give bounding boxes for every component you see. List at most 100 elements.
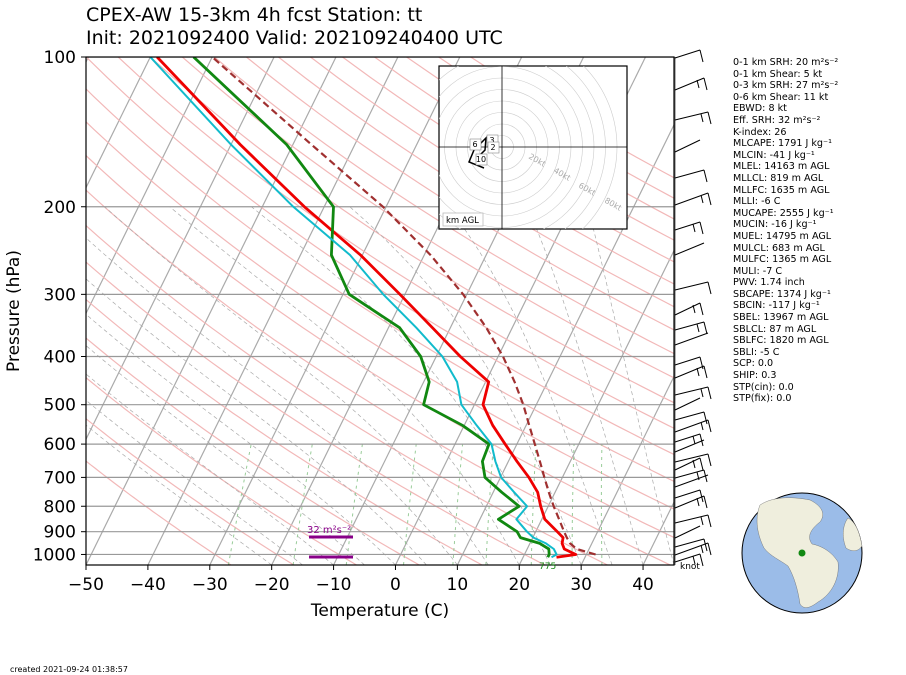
moist-adiabat [86, 373, 334, 565]
lcl-label: 775 [539, 562, 556, 572]
index-line: 0-6 km Shear: 11 kt [733, 91, 829, 103]
wind-barb [674, 514, 712, 528]
x-tick-label: −10 [316, 575, 352, 595]
y-tick-label: 100 [44, 48, 76, 68]
index-line: K-index: 26 [733, 126, 787, 138]
barb-unit-label: knot [680, 562, 700, 572]
index-line: Eff. SRH: 32 m²s⁻² [733, 114, 821, 126]
index-line: 0-1 km SRH: 20 m²s⁻² [733, 57, 839, 68]
wind-barb [674, 397, 701, 411]
dry-adiabat [86, 121, 674, 510]
x-tick-label: −20 [254, 575, 290, 595]
wind-barb [674, 538, 708, 552]
chart-title-line2: Init: 2021092400 Valid: 202109240400 UTC [86, 27, 503, 49]
index-line: 0-3 km SRH: 27 m²s⁻² [733, 80, 839, 92]
dry-adiabat [86, 460, 232, 565]
wind-barb [674, 356, 704, 370]
dry-adiabat [117, 57, 674, 429]
dry-adiabat [246, 57, 674, 331]
dry-adiabat [86, 224, 608, 565]
index-line: SHIP: 0.3 [733, 370, 777, 382]
index-line: STP(fix): 0.0 [733, 393, 792, 405]
dry-adiabat [149, 57, 674, 404]
wind-barb [674, 139, 701, 153]
x-tick-label: 20 [508, 575, 530, 595]
station-marker [798, 549, 806, 557]
isotherm-line [580, 375, 674, 565]
wind-barb [674, 542, 712, 556]
index-line: PWV: 1.74 inch [733, 277, 805, 289]
mixing-ratio-line [485, 444, 494, 565]
wind-barb [674, 365, 708, 379]
y-axis-label: Pressure (hPa) [4, 250, 24, 372]
index-line: 0-1 km Shear: 5 kt [733, 68, 823, 80]
index-line: MLLI: -6 C [733, 196, 781, 208]
moist-adiabat [526, 206, 644, 565]
mixing-ratio-line [403, 444, 417, 565]
index-line: SBCIN: -117 J kg⁻¹ [733, 300, 820, 312]
dry-adiabat [86, 57, 674, 456]
wind-barb [674, 411, 708, 425]
mixing-ratio-line [227, 444, 252, 565]
globe-land-americas [756, 497, 839, 608]
wind-barb [674, 457, 704, 471]
isotherm-line [86, 57, 151, 190]
hodograph-height-label: 2 [490, 143, 495, 152]
mixing-ratio-line [452, 444, 464, 565]
x-tick-label: −40 [130, 575, 166, 595]
wind-barb [674, 332, 709, 346]
moist-adiabat [251, 206, 551, 565]
effective-srh-label: 32 m²s⁻² [307, 525, 351, 536]
isotherm-line [518, 249, 674, 565]
x-tick-label: 0 [390, 575, 401, 595]
dry-adiabat [86, 417, 295, 565]
index-line: MUCIN: -16 J kg⁻¹ [733, 219, 817, 231]
created-timestamp: created 2021-09-24 01:38:57 [10, 665, 128, 674]
x-tick-label: −30 [192, 575, 228, 595]
wind-barb [674, 433, 704, 447]
moist-adiabat [349, 206, 582, 565]
dry-adiabat [86, 298, 483, 565]
wind-barb [674, 302, 704, 316]
hodograph-height-box [475, 153, 488, 166]
index-line: SBLI: -5 C [733, 346, 780, 358]
hodograph-legend-label: km AGL [446, 216, 479, 226]
x-tick-label: 40 [632, 575, 654, 595]
x-tick-label: 30 [570, 575, 592, 595]
wind-barb [674, 77, 708, 91]
wind-barb [674, 474, 709, 488]
wind-barb [674, 281, 712, 295]
index-line: MULFC: 1365 m AGL [733, 254, 832, 266]
dry-adiabat [86, 88, 674, 483]
isotherm-line [86, 57, 337, 565]
wind-barb [674, 495, 708, 509]
dewpoint-profile [192, 57, 551, 558]
index-line: STP(cin): 0.0 [733, 381, 794, 393]
index-line: SBLCL: 87 m AGL [733, 323, 817, 335]
mixing-ratio-line [292, 444, 313, 565]
moist-adiabat [104, 206, 489, 565]
wetbulb-profile [149, 57, 558, 559]
wind-barb [674, 453, 712, 467]
mixing-ratio-line [571, 444, 575, 565]
index-line: MULCL: 683 m AGL [733, 242, 825, 254]
wind-barb [674, 386, 712, 400]
dry-adiabat [86, 337, 420, 565]
hodograph-legend-box [442, 212, 484, 227]
wind-barb [674, 419, 712, 433]
wind-barb [674, 221, 704, 235]
isotherm-line [86, 57, 275, 441]
index-line: MLEL: 14163 m AGL [733, 161, 830, 173]
y-tick-label: 500 [44, 396, 76, 416]
moist-adiabat [447, 206, 613, 565]
index-line: MLCIN: -41 J kg⁻¹ [733, 149, 815, 161]
wind-barb [674, 242, 705, 256]
wind-barb [674, 321, 708, 335]
index-line: MULI: -7 C [733, 265, 783, 277]
dry-adiabat [181, 57, 674, 379]
index-line: SBLFC: 1820 m AGL [733, 335, 829, 347]
moist-adiabat [86, 424, 272, 565]
y-tick-label: 900 [44, 523, 76, 543]
temperature-profile [156, 57, 578, 559]
